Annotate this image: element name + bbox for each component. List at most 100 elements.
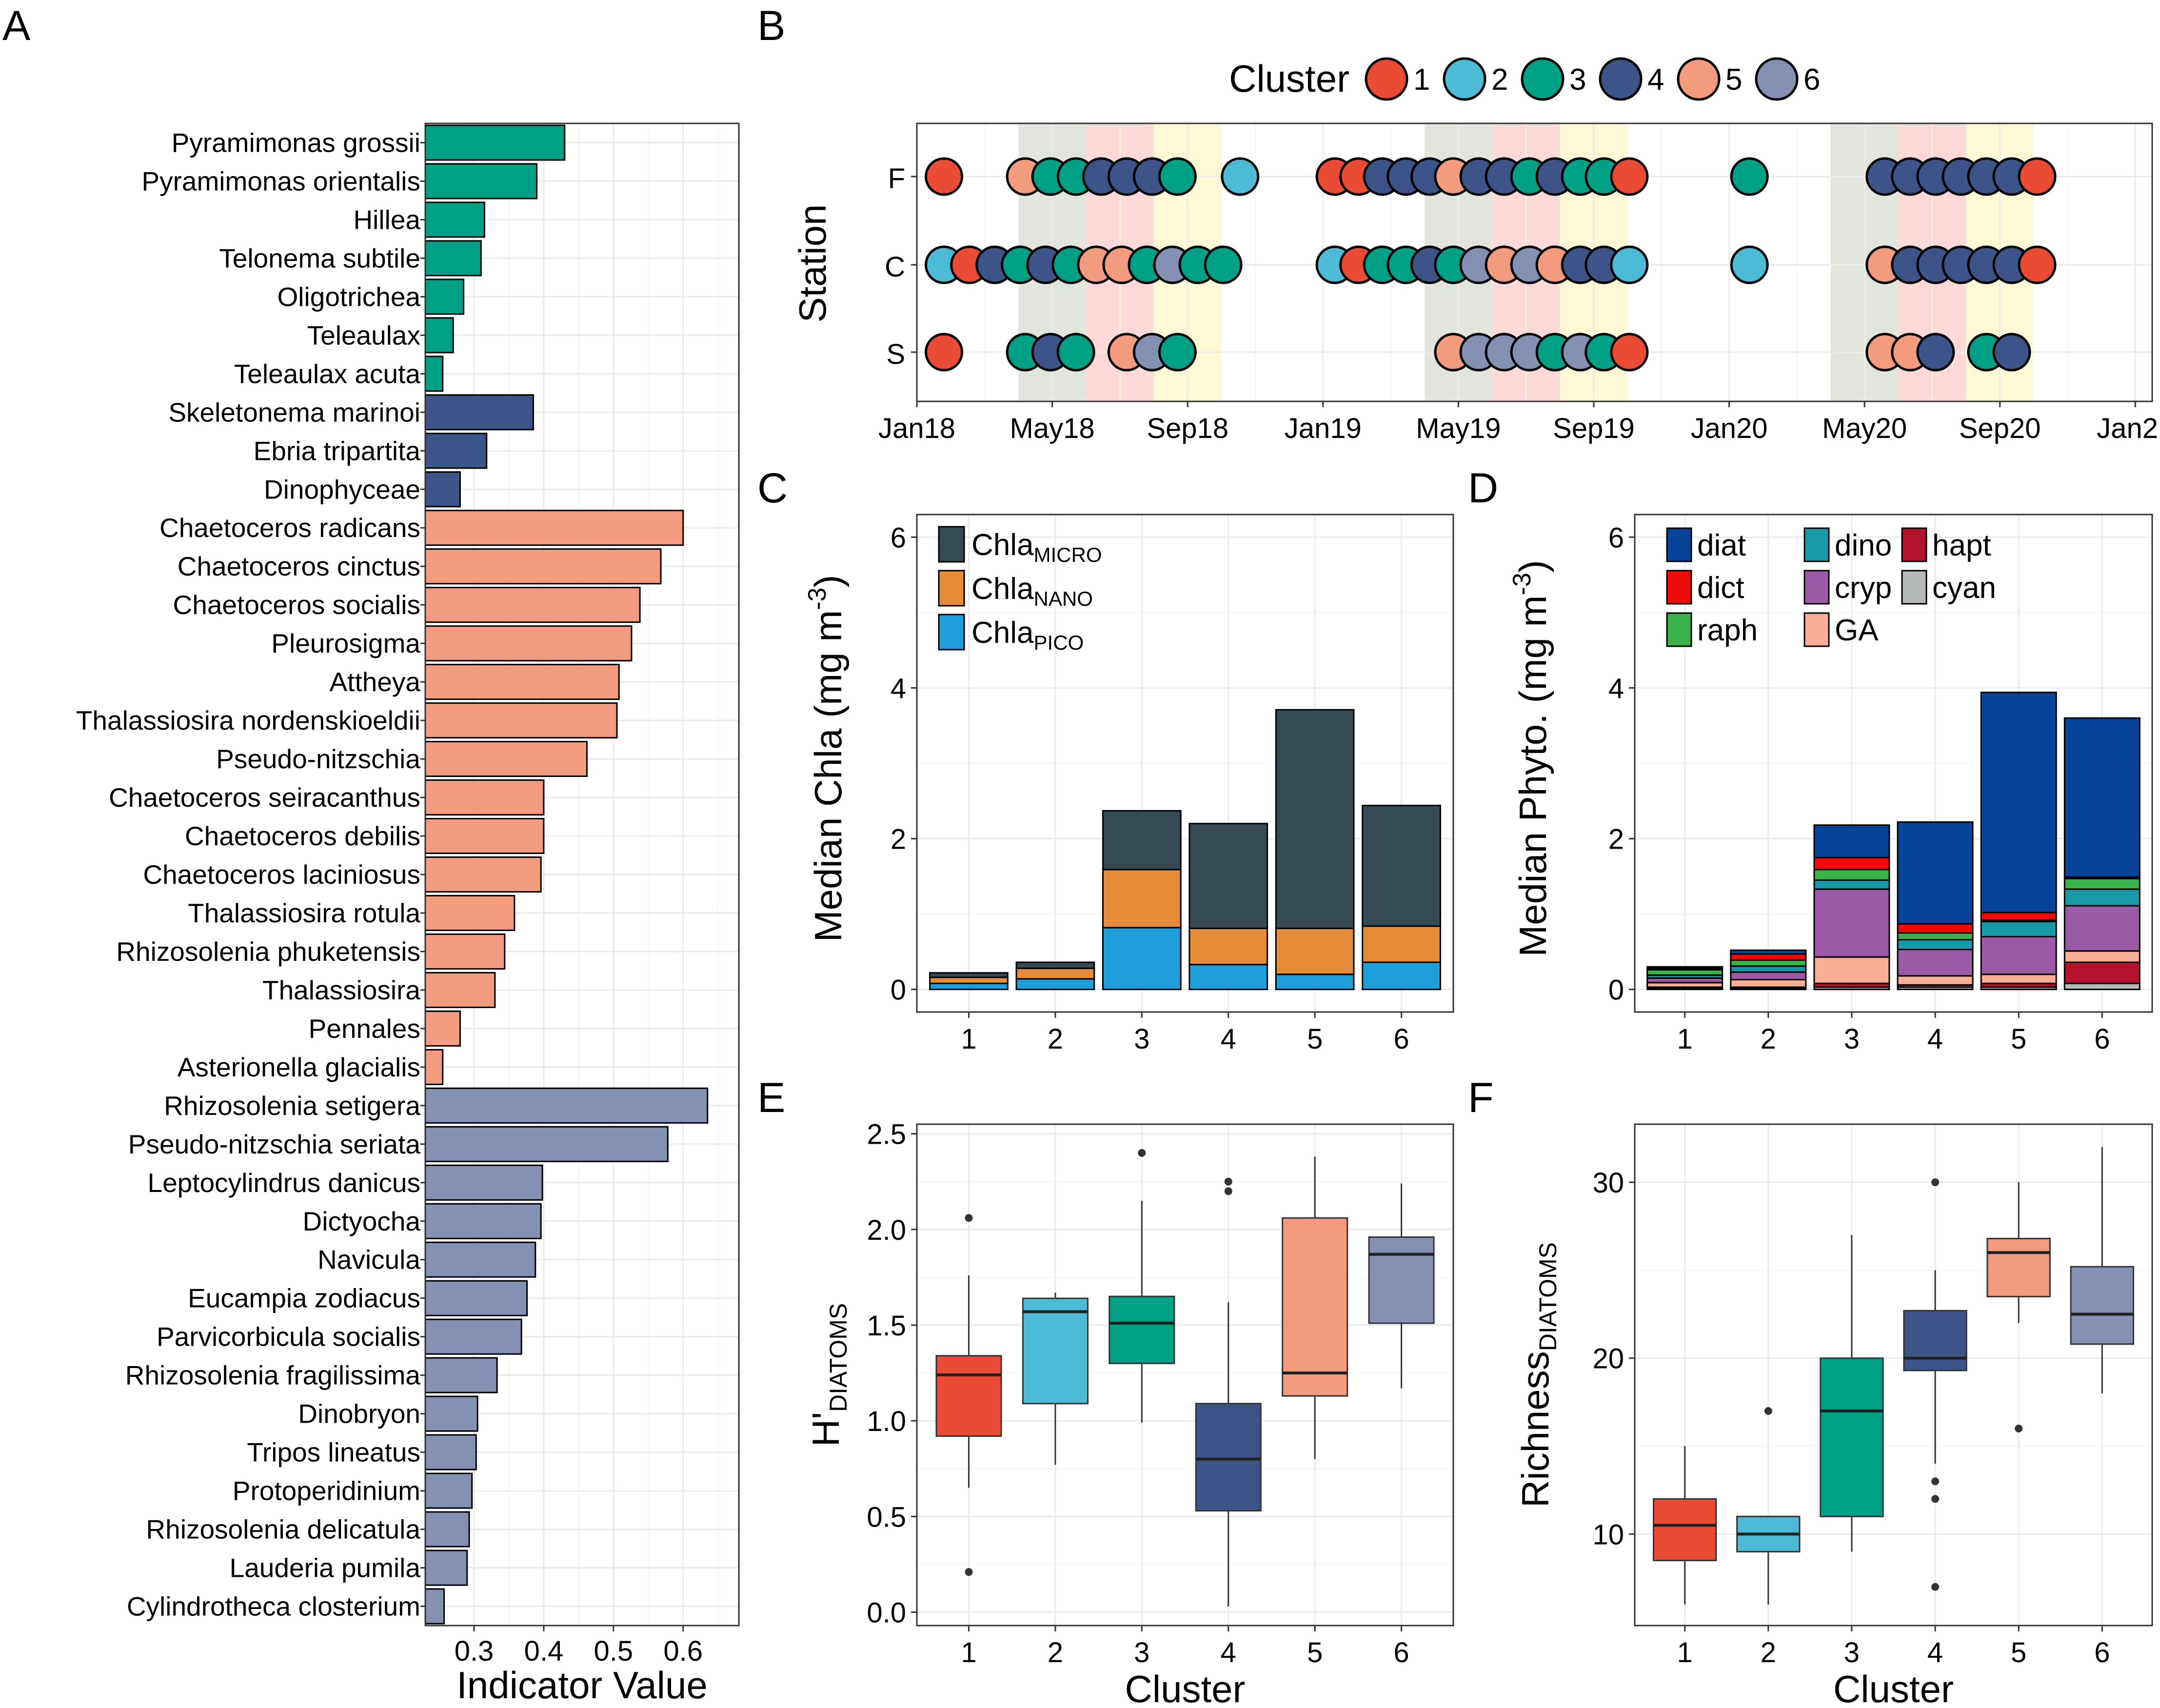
bar-segment-dict	[1897, 923, 1974, 934]
legend-label: dict	[1697, 571, 1744, 605]
bar	[424, 1588, 445, 1625]
legend-label: 3	[1569, 63, 1586, 97]
cluster-point	[1610, 245, 1649, 284]
x-axis-title: Cluster	[1125, 1668, 1245, 1708]
bar-segment-raph	[1730, 959, 1807, 967]
species-label: Leptocylindrus danicus	[147, 1168, 420, 1198]
cluster-point	[1610, 333, 1649, 372]
x-tick-label: 5	[2011, 1023, 2026, 1055]
legend-label: dino	[1835, 529, 1892, 562]
x-tick-label: Jan20	[1691, 413, 1768, 444]
legend-title: Cluster	[1229, 57, 1349, 100]
outlier-point	[1224, 1177, 1232, 1186]
x-tick-label: 3	[1844, 1023, 1860, 1055]
x-tick-label: Sep20	[1959, 413, 2041, 444]
bar-segment-MICRO	[1362, 805, 1441, 927]
station-label: F	[888, 163, 905, 195]
species-label: Rhizosolenia setigera	[164, 1091, 420, 1121]
cluster-point	[1992, 333, 2031, 372]
x-tick-label: 5	[2011, 1637, 2026, 1668]
bar-segment-dino	[2063, 888, 2140, 907]
x-tick-label: 6	[1393, 1637, 1409, 1668]
panel-c-median-chla: C 0 2 4 6 1 2 3 4 5 6 Median Chla (mg m-3) ChlaMICRO…	[757, 465, 1454, 1055]
species-label: Parvicorbicula socialis	[157, 1322, 420, 1352]
species-label: Telonema subtile	[219, 243, 420, 273]
cluster-point	[1221, 157, 1260, 196]
x-tick-label: 3	[1844, 1637, 1860, 1668]
panel-a-indicator-values: A Pyramimonas grossii Pyramimonas oriental…	[2, 2, 740, 1707]
y-axis-title: Station	[791, 204, 834, 323]
bar-segment-diat	[1980, 692, 2057, 914]
bar-segment-NANO	[1102, 869, 1182, 929]
x-tick-label: 1	[961, 1637, 976, 1668]
plot-border	[424, 122, 740, 1627]
panel-e-diatom-diversity: E 0.0 0.5 1.0 1.5 2.0 2.5 1 2 3 4 5 6 Cluster H'DIATOM…	[757, 1074, 1454, 1708]
bar-segment-PICO	[1015, 978, 1095, 991]
legend-key-cyan	[1901, 570, 1927, 605]
y-axis-title: Median Chla (mg m-3)	[803, 575, 850, 942]
bar	[424, 1549, 468, 1586]
bar-segment-raph	[1897, 932, 1974, 941]
species-label: Chaetoceros laciniosus	[143, 859, 420, 890]
species-label: Navicula	[317, 1245, 420, 1275]
bar-segment-cryp	[1813, 888, 1890, 958]
bar-segment-PICO	[929, 982, 1009, 991]
x-tick-label: Jan21	[2097, 413, 2160, 444]
bar-segment-PICO	[1362, 961, 1441, 991]
legend-key-cryp	[1803, 570, 1830, 605]
legend-key-cluster-2	[1443, 57, 1486, 101]
x-tick-label: 0.4	[524, 1635, 564, 1667]
bar	[424, 240, 482, 277]
species-label: Rhizosolenia fragilissima	[125, 1360, 421, 1390]
panel-b-station-clusters: B Cluster 1 2 3 4 5 6 F C S Jan18 May18 Sep18 Jan19 May…	[757, 2, 2160, 444]
box	[1022, 1297, 1089, 1405]
bar	[424, 163, 538, 199]
bar-segment-GA	[1980, 973, 2057, 984]
species-label: Ebria tripartita	[254, 436, 421, 466]
bar-segment-dict	[1730, 953, 1807, 961]
species-label: Attheya	[329, 667, 420, 697]
x-tick-label: 2	[1048, 1023, 1063, 1055]
x-tick-label: Jan19	[1285, 413, 1362, 444]
x-tick-label: May20	[1822, 413, 1907, 444]
x-tick-label: 5	[1307, 1023, 1323, 1055]
plot-border	[916, 1123, 1454, 1627]
bar	[424, 1318, 522, 1355]
x-tick-label: Jan18	[878, 413, 955, 444]
bar	[424, 394, 534, 431]
x-tick-label: 2	[1761, 1023, 1776, 1055]
bar	[424, 741, 588, 777]
cluster-point	[2018, 157, 2057, 196]
panel-d-median-phyto: D 0 2 4 6 1 2 3 4 5 6 Median Phyto. (mg m-3) diat din…	[1468, 465, 2153, 1055]
station-label: C	[885, 251, 905, 283]
y-axis-title: Median Phyto. (mg m-3)	[1508, 560, 1554, 957]
legend-key-cluster-6	[1755, 57, 1799, 101]
box	[1820, 1357, 1884, 1517]
y-tick-label: 1.0	[867, 1406, 906, 1437]
x-tick-label: Sep19	[1553, 413, 1635, 444]
species-label: Chaetoceros radicans	[159, 513, 420, 543]
species-label: Cylindrotheca closterium	[127, 1591, 420, 1622]
bar	[424, 317, 454, 354]
species-label: Dictyocha	[303, 1206, 421, 1236]
outlier-point	[1931, 1583, 1940, 1591]
y-tick-label: 6	[1608, 522, 1624, 554]
bar	[424, 548, 662, 585]
bar	[424, 510, 684, 546]
x-tick-label: 2	[1048, 1637, 1063, 1668]
y-tick-label: 0.5	[867, 1501, 906, 1533]
bar-segment-PICO	[1275, 973, 1355, 991]
x-tick-label: 4	[1221, 1023, 1236, 1055]
x-tick-label: May19	[1416, 413, 1501, 444]
bar-segment-GA	[1897, 975, 1974, 986]
box	[1986, 1237, 2051, 1297]
legend-label: diat	[1697, 529, 1746, 562]
species-label: Thalassiosira nordenskioeldii	[76, 705, 420, 735]
legend-label: 2	[1491, 63, 1508, 97]
bar-segment-NANO	[1275, 927, 1355, 975]
bar-segment-NANO	[1189, 927, 1268, 966]
legend-label: GA	[1835, 614, 1879, 647]
x-tick-label: 5	[1307, 1637, 1323, 1668]
legend-key-dino	[1803, 527, 1830, 562]
bar	[424, 664, 620, 700]
